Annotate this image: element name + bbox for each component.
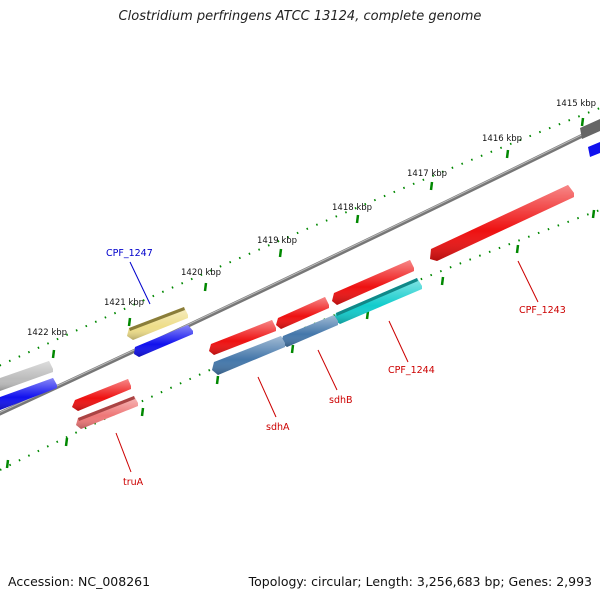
label-cpf1244: CPF_1244 — [388, 365, 435, 376]
tick-label-1415: 1415 kbp — [556, 99, 596, 109]
genome-stats-label: Topology: circular; Length: 3,256,683 bp… — [248, 574, 592, 589]
label-sdha: sdhA — [266, 422, 290, 433]
tick-label-1418: 1418 kbp — [332, 203, 372, 213]
tick-1417 — [429, 181, 434, 191]
inner-genes — [72, 278, 422, 429]
outer-major-ticks — [51, 117, 585, 359]
accession-label: Accession: NC_008261 — [8, 574, 151, 589]
outer-ruler — [0, 107, 600, 367]
leader-cpf1244 — [388, 320, 409, 363]
tick-label-1420: 1420 kbp — [181, 268, 221, 278]
gene-labels: CPF_1247 truA sdhA sdhB CPF_1244 CPF_124… — [106, 248, 566, 488]
tick-labels: 1415 kbp 1416 kbp 1417 kbp 1418 kbp 1419… — [27, 99, 596, 338]
tick-1415 — [580, 117, 585, 127]
tick-1419 — [278, 248, 283, 258]
leader-sdha — [257, 376, 277, 418]
tick-label-1417: 1417 kbp — [407, 169, 447, 179]
leader-sdhb — [317, 349, 338, 391]
tick-label-1416: 1416 kbp — [482, 134, 522, 144]
tick-1421 — [127, 317, 132, 327]
backbone-highlight — [0, 125, 600, 413]
leader-lines — [115, 260, 539, 473]
tick-label-1419: 1419 kbp — [257, 236, 297, 246]
tick-label-1421: 1421 kbp — [104, 298, 144, 308]
tick-1418 — [355, 214, 360, 224]
label-cpf1247: CPF_1247 — [106, 248, 153, 259]
tick-1422 — [51, 349, 56, 359]
label-sdhb: sdhB — [329, 395, 353, 406]
gene-darkgray[interactable] — [580, 119, 600, 139]
label-cpf1243: CPF_1243 — [519, 305, 566, 316]
outer-genes — [0, 119, 600, 410]
leader-trua — [115, 432, 132, 473]
inner-major-ticks — [5, 209, 596, 469]
tick-label-1422: 1422 kbp — [27, 328, 67, 338]
label-trua: truA — [123, 477, 144, 488]
page-title: Clostridium perfringens ATCC 13124, comp… — [118, 9, 482, 24]
leader-cpf1247 — [129, 261, 151, 305]
backbone — [0, 124, 600, 416]
tick-1420 — [203, 282, 208, 292]
leader-cpf1243 — [517, 260, 539, 303]
gene-blue-topright[interactable] — [588, 142, 600, 157]
tick-1416 — [505, 149, 510, 159]
